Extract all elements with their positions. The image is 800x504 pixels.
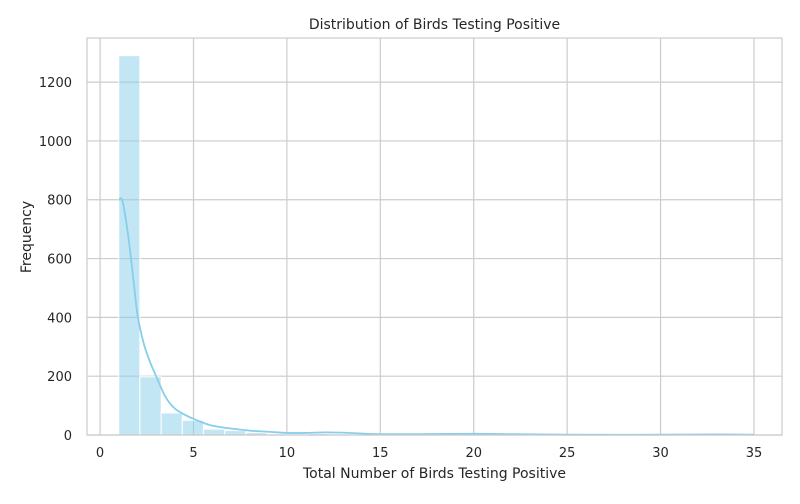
x-tick-label: 0 [96, 446, 104, 461]
y-tick-label: 800 [47, 194, 72, 209]
y-tick-label: 400 [47, 311, 72, 326]
x-tick-label: 25 [559, 446, 576, 461]
histogram-bar [140, 377, 161, 435]
x-axis-label: Total Number of Birds Testing Positive [302, 466, 566, 482]
plot-background [87, 38, 782, 435]
y-tick-label: 1200 [39, 76, 72, 91]
y-tick-label: 1000 [39, 135, 72, 150]
histogram-bar [161, 413, 182, 435]
x-tick-label: 15 [372, 446, 389, 461]
y-tick-label: 0 [64, 429, 72, 444]
x-tick-label: 5 [189, 446, 197, 461]
histogram-bar [225, 431, 246, 435]
chart-title: Distribution of Birds Testing Positive [309, 17, 560, 33]
x-tick-labels: 0 5 10 15 20 25 30 35 [96, 446, 762, 461]
x-tick-label: 30 [652, 446, 669, 461]
x-tick-label: 35 [746, 446, 763, 461]
y-tick-label: 600 [47, 253, 72, 268]
histogram-bar [203, 429, 224, 435]
x-tick-label: 20 [465, 446, 482, 461]
y-axis-label: Frequency [19, 201, 35, 273]
y-tick-labels: 0 200 400 600 800 1000 1200 [39, 76, 72, 444]
y-tick-label: 200 [47, 370, 72, 385]
x-tick-label: 10 [279, 446, 296, 461]
